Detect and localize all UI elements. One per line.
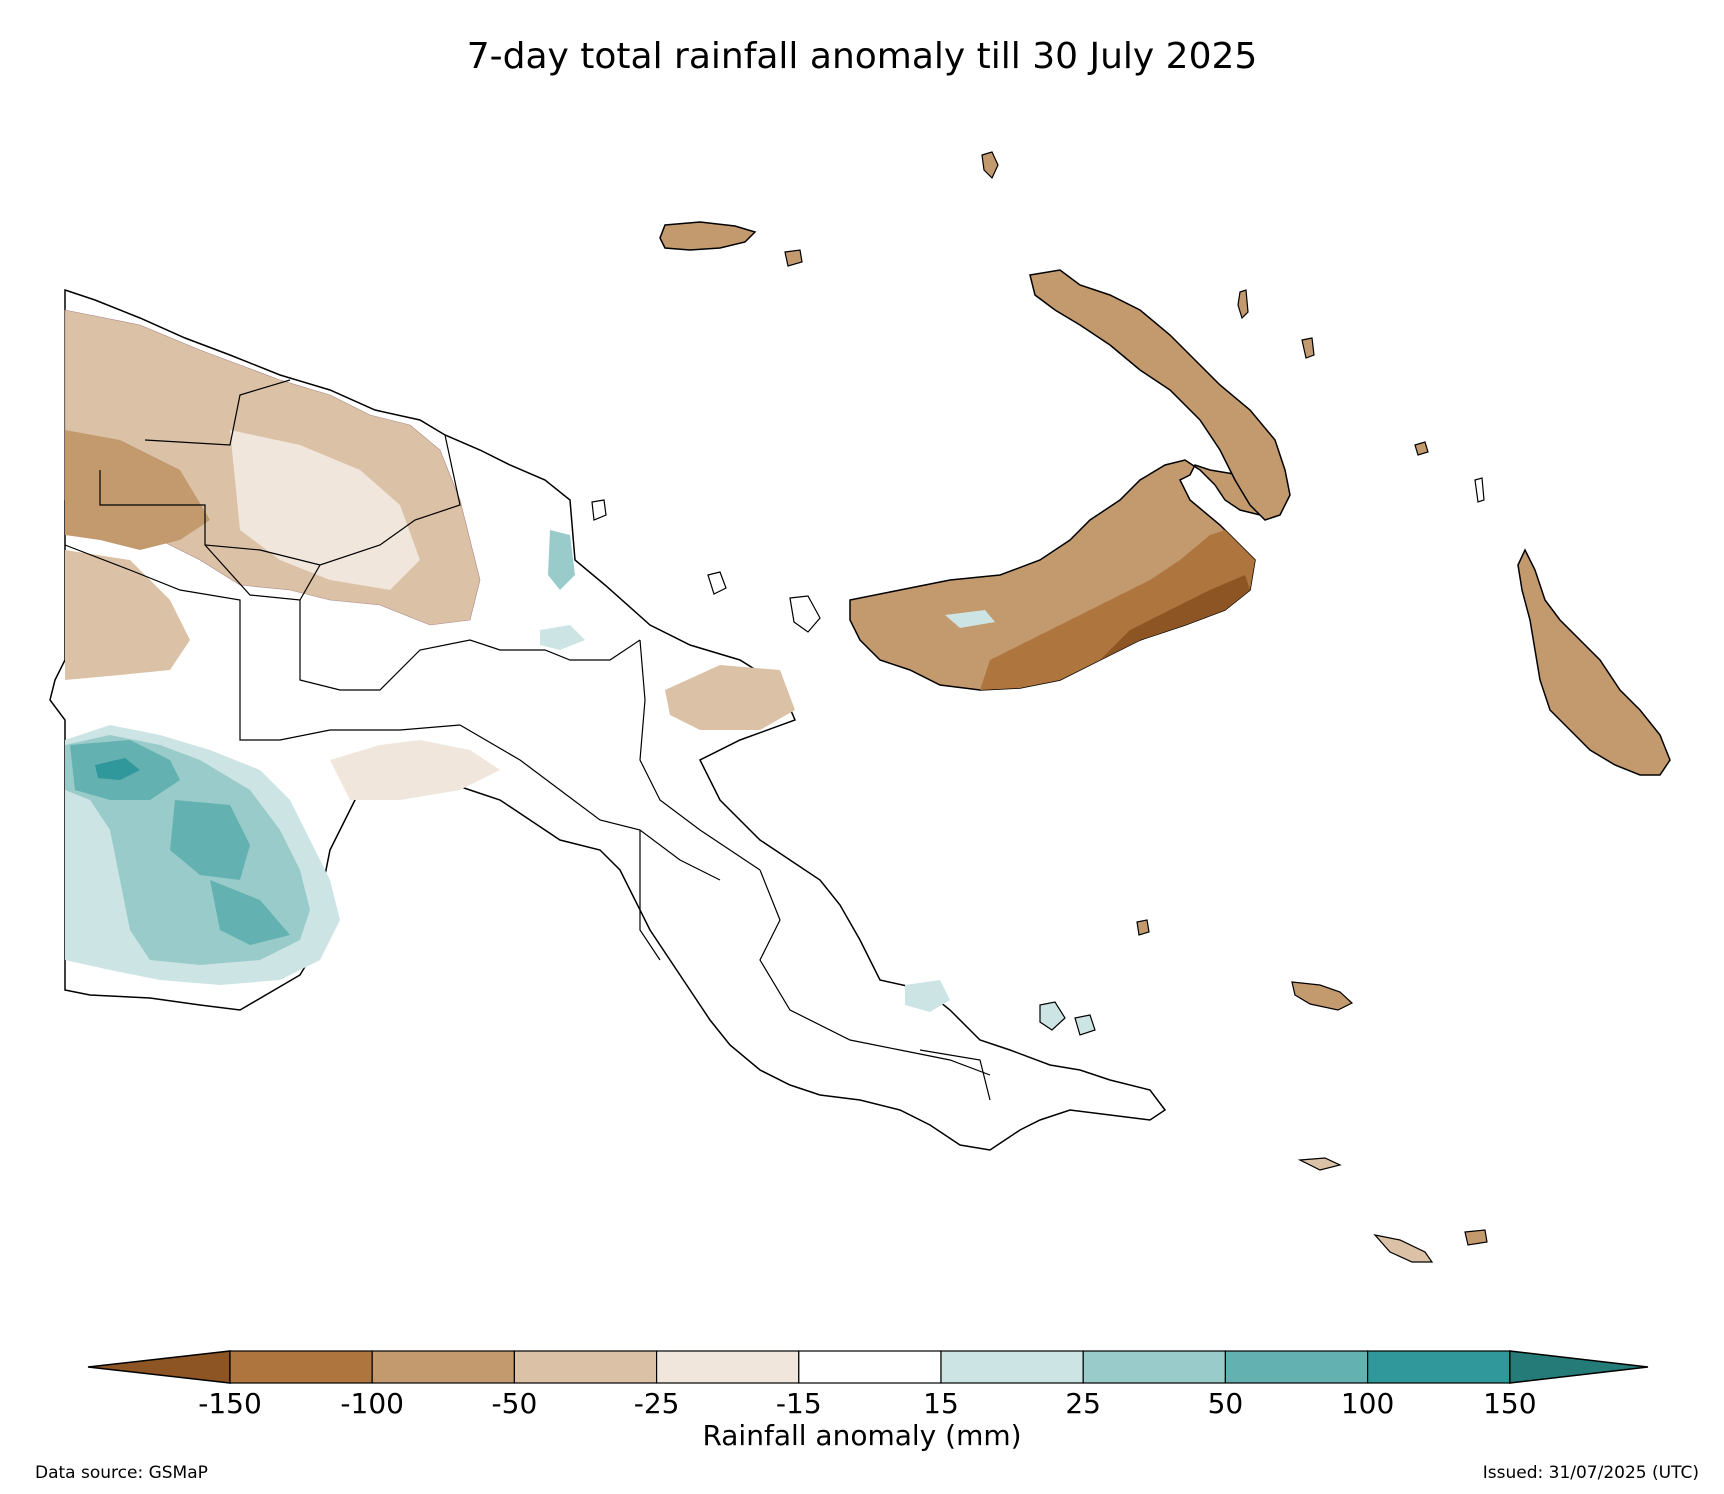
small-islands-wet — [1039, 1001, 1096, 1036]
colorbar-bin — [513, 1350, 658, 1384]
colorbar-extend-high — [1509, 1350, 1649, 1384]
colorbar — [87, 1350, 1649, 1384]
new-britain-drier — [980, 530, 1255, 690]
anomaly-wet-southwest-heavy — [70, 740, 290, 945]
colorbar-tick-label: -150 — [198, 1387, 262, 1420]
island-se-4 — [1373, 1234, 1434, 1263]
new-ireland-outline — [1029, 269, 1291, 521]
island-north-2 — [1237, 289, 1249, 320]
colorbar-extend-low — [87, 1350, 231, 1384]
manus-island — [659, 221, 803, 267]
new-britain-driest — [1100, 575, 1250, 660]
colorbar-tick-label: -100 — [340, 1387, 404, 1420]
anomaly-moderate-dry-west — [65, 430, 210, 550]
colorbar-label: Rainfall anomaly (mm) — [702, 1419, 1022, 1452]
island-white-2 — [707, 571, 727, 595]
island-white-1 — [591, 499, 607, 521]
island-north-3 — [1301, 337, 1315, 359]
small-islands-light — [1297, 1157, 1434, 1263]
anomaly-wet-inland-patch — [540, 625, 585, 650]
map-title: 7-day total rainfall anomaly till 30 Jul… — [466, 36, 1258, 77]
manus-outline — [659, 221, 757, 251]
new-britain — [849, 458, 1283, 691]
island-white-4 — [1474, 477, 1485, 503]
colorbar-bin — [371, 1350, 516, 1384]
island-wet-2 — [1074, 1014, 1096, 1036]
anomaly-light-dry-south — [330, 740, 500, 800]
bougainville — [1517, 548, 1671, 776]
anomaly-light-dry-center — [230, 430, 420, 590]
small-islands-white — [591, 477, 1485, 633]
new-ireland — [1029, 269, 1291, 521]
anomaly-wet-southwest-peak — [95, 758, 140, 780]
colorbar-tick-label: 25 — [1065, 1387, 1102, 1420]
rainfall-anomaly-map — [49, 151, 1671, 1263]
colorbar-tick-label: -25 — [633, 1387, 680, 1420]
new-britain-wet-west — [945, 610, 995, 628]
colorbar-tick-label: 100 — [1340, 1387, 1395, 1420]
island-se-1 — [1291, 981, 1354, 1011]
colorbar-bin — [1224, 1350, 1369, 1384]
colorbar-tick-label: 15 — [923, 1387, 959, 1420]
colorbar-bin — [229, 1350, 373, 1384]
anomaly-mid-dry-west — [65, 550, 190, 680]
island-se-2 — [1464, 1229, 1488, 1246]
island-se-3 — [1297, 1157, 1342, 1171]
island-white-3 — [789, 595, 821, 633]
colorbar-bin — [940, 1350, 1084, 1384]
colorbar-tick-label: 50 — [1207, 1387, 1244, 1420]
colorbar-bin — [1082, 1350, 1226, 1384]
colorbar-bin — [655, 1350, 800, 1384]
colorbar-tick-label: -50 — [491, 1387, 538, 1420]
island-north-1 — [981, 151, 999, 180]
island-east-1 — [1414, 441, 1429, 456]
colorbar-bin — [798, 1350, 942, 1384]
issued-date-note: Issued: 31/07/2025 (UTC) — [1482, 1463, 1699, 1483]
bougainville-outline — [1517, 548, 1671, 776]
small-islands — [981, 151, 1488, 1246]
data-source-note: Data source: GSMaP — [35, 1463, 208, 1483]
colorbar-bins — [87, 1350, 1649, 1384]
manus-east-islet — [784, 249, 803, 267]
island-nw-small — [1136, 919, 1150, 936]
colorbar-bin — [1366, 1350, 1511, 1384]
mainland-png — [49, 288, 1167, 1151]
province-boundaries — [64, 379, 991, 1101]
anomaly-wet-coast-patch — [548, 530, 575, 590]
island-wet-1 — [1039, 1001, 1066, 1031]
colorbar-tick-label: -15 — [775, 1387, 822, 1420]
anomaly-light-dry-east — [665, 665, 795, 730]
colorbar-tick-label: 150 — [1483, 1387, 1537, 1420]
anomaly-wet-se-patch — [905, 980, 950, 1012]
